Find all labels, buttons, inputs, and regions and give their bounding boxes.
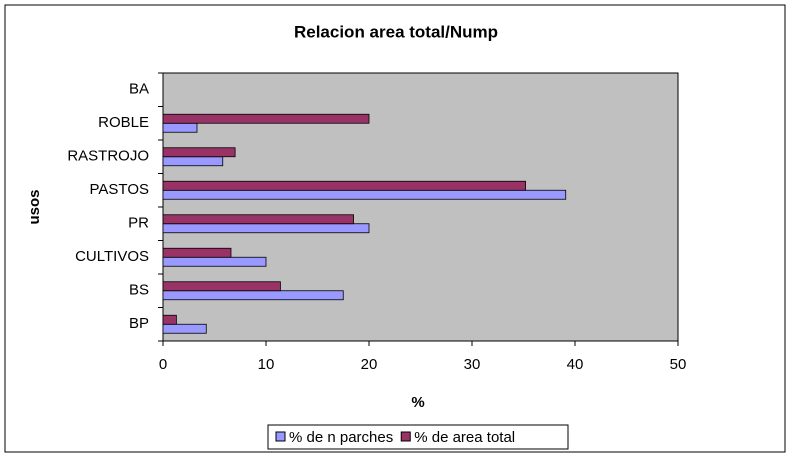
y-tick-label: PASTOS <box>90 181 149 198</box>
bar <box>162 180 526 191</box>
bar <box>162 256 267 267</box>
legend-swatch <box>275 431 286 442</box>
y-tick-label: BA <box>129 81 149 98</box>
bar <box>162 214 354 225</box>
y-tick-label: BP <box>129 315 149 332</box>
legend-box <box>267 424 569 450</box>
bar <box>162 189 567 200</box>
bar <box>162 223 370 234</box>
legend-label: % de n parches <box>289 429 393 446</box>
y-tick-label: ROBLE <box>98 114 149 131</box>
y-axis-title: usos <box>26 189 43 224</box>
chart-title: Relacion area total/Nump <box>294 22 498 41</box>
x-axis-title: % <box>411 394 424 411</box>
x-tick-label: 30 <box>464 356 481 373</box>
bar <box>162 156 224 167</box>
legend-swatch <box>400 431 411 442</box>
legend-label: % de area total <box>414 429 515 446</box>
x-tick-label: 20 <box>361 356 378 373</box>
bar <box>162 122 198 133</box>
bar <box>162 147 236 158</box>
x-tick-label: 50 <box>670 356 687 373</box>
x-tick-label: 40 <box>567 356 584 373</box>
y-tick-label: PR <box>128 215 149 232</box>
bar <box>162 314 177 325</box>
x-tick-label: 10 <box>258 356 275 373</box>
x-tick-label: 0 <box>159 356 167 373</box>
bar <box>162 281 281 292</box>
bar <box>162 247 232 258</box>
y-tick-label: BS <box>129 282 149 299</box>
bar <box>162 113 370 124</box>
bar <box>162 323 207 334</box>
plot-area <box>162 72 679 342</box>
y-tick-label: RASTROJO <box>67 148 149 165</box>
y-tick-label: CULTIVOS <box>75 248 149 265</box>
bar <box>162 290 344 301</box>
